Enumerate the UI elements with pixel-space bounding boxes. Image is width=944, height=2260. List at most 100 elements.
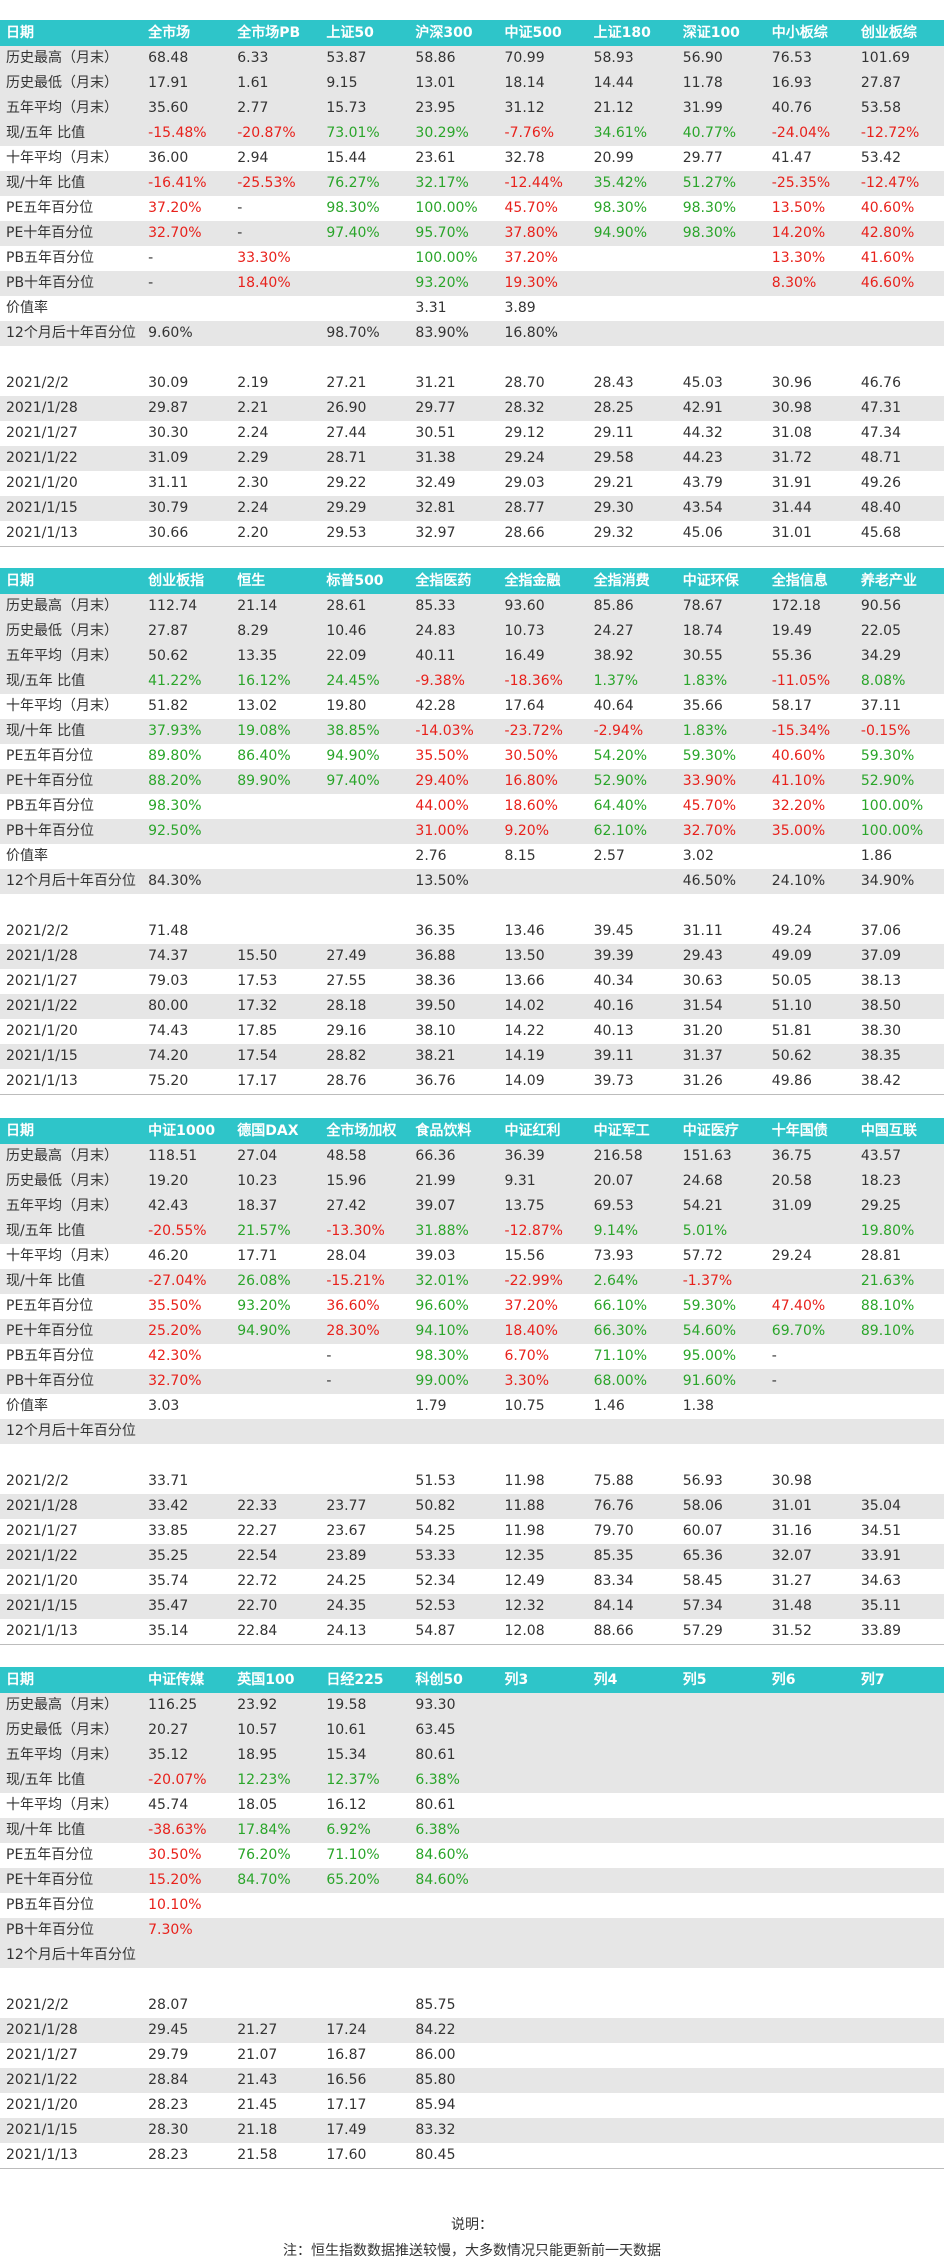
spacer-row [0, 894, 944, 919]
table-cell: 74.37 [142, 944, 232, 969]
table-cell: 51.27% [676, 171, 766, 196]
table-row: 2021/1/28 74.37 15.50 27.49 36.88 13.50 39.39 2… [0, 944, 944, 969]
table-cell: - [231, 221, 321, 246]
table-cell [498, 2068, 588, 2093]
table-cell [231, 1968, 320, 1993]
table-cell: 14.19 [498, 1044, 588, 1069]
table-cell: 29.25 [854, 1194, 944, 1219]
table-cell [587, 1768, 677, 1793]
table-cell [499, 1793, 588, 1818]
table-cell: 37.80% [498, 221, 588, 246]
table-cell: 2.19 [237, 375, 269, 391]
row-label: PE五年百分位 [6, 200, 94, 216]
table-cell [498, 1743, 588, 1768]
table-cell: 18.74 [676, 619, 766, 644]
spacer-row [0, 346, 944, 371]
row-label: 2021/2/2 [6, 1997, 69, 2013]
table-cell [142, 1444, 231, 1469]
table-cell [498, 1818, 588, 1843]
table-cell: 31.48 [765, 1594, 855, 1619]
table-cell [855, 1843, 944, 1868]
table-cell: 24.68 [676, 1169, 766, 1194]
row-label: 历史最低（月末） [0, 619, 143, 644]
table-cell: -12.72% [854, 121, 944, 146]
table-cell: 31.11 [148, 475, 189, 491]
table-cell: 22.72 [237, 1573, 278, 1589]
table-cell: 57.34 [676, 1594, 766, 1619]
column-header: 全指信息 [765, 568, 855, 594]
row-label: 2021/1/20 [6, 1573, 78, 1589]
table-cell: 46.50% [676, 869, 766, 894]
row-label: PB十年百分位 [0, 819, 143, 844]
column-header: 中证军工 [587, 1118, 677, 1144]
table-cell: 80.45 [409, 2143, 499, 2169]
table-row: 历史最高（月末） 112.74 21.14 28.61 85.33 93.60 85.86 7… [0, 594, 944, 619]
table-cell [231, 844, 320, 869]
table-cell: 31.08 [771, 425, 812, 441]
table-cell [765, 2018, 855, 2043]
table-cell: 31.99 [676, 96, 766, 121]
table-cell: 76.27% [320, 171, 410, 196]
table-row: PE五年百分位 35.50% 93.20% 36.60% 96.60% 37.20% 66.… [0, 1294, 944, 1319]
row-label: 现/十年 比值 [0, 1269, 143, 1294]
row-label: PE十年百分位 [0, 1868, 143, 1893]
table-cell: 26.90 [320, 396, 410, 421]
table-row: 现/十年 比值 -38.63% 17.84% 6.92% 6.38% [0, 1818, 944, 1843]
table-cell [587, 1419, 677, 1444]
table-cell: 16.87 [326, 2047, 367, 2063]
table-cell: 24.10% [765, 869, 855, 894]
table-cell: 13.50% [771, 200, 826, 216]
table-cell: 13.66 [504, 973, 545, 989]
table-cell: 54.25 [415, 1523, 456, 1539]
row-label: 历史最高（月末） [0, 1693, 143, 1718]
table-cell [499, 346, 588, 371]
table-cell: 2.24 [237, 425, 269, 441]
table-cell: 24.35 [320, 1594, 410, 1619]
table-cell [855, 1793, 944, 1818]
row-label: 现/十年 比值 [0, 719, 143, 744]
table-cell: 89.10% [854, 1319, 944, 1344]
table-cell [854, 1718, 944, 1743]
table-cell: 14.44 [587, 71, 677, 96]
table-cell [765, 1868, 855, 1893]
table-cell: 69.53 [587, 1194, 677, 1219]
table-row: PB五年百分位 98.30% 44.00% 18.60% 64.40% 45.70% 32.… [0, 794, 944, 819]
table-cell: 15.34 [320, 1743, 410, 1768]
table-cell: - [765, 1369, 855, 1394]
table-row: 2021/1/20 28.23 21.45 17.17 85.94 [0, 2093, 944, 2118]
table-cell [854, 1918, 944, 1943]
table-cell: 51.53 [415, 1473, 456, 1489]
table-cell: 85.86 [587, 594, 677, 619]
table-cell [231, 869, 321, 894]
table-cell [320, 844, 409, 869]
table-cell: 19.58 [320, 1693, 410, 1718]
notes-line: 注：恒生指数数据推送较慢，大多数情况只能更新前一天数据 [283, 2243, 661, 2259]
table-cell: 35.25 [142, 1544, 232, 1569]
table-cell [320, 346, 409, 371]
table-cell: 39.07 [409, 1194, 499, 1219]
table-cell: 38.10 [415, 1023, 456, 1039]
row-label: PB五年百分位 [6, 250, 95, 266]
table-cell: 36.75 [765, 1144, 855, 1169]
table-cell: 100.00% [854, 819, 944, 844]
table-cell [677, 1893, 766, 1918]
table-cell: 50.82 [409, 1494, 499, 1519]
table-cell: 76.20% [237, 1847, 291, 1863]
table-cell: 17.17 [326, 2097, 367, 2113]
table-row: PE十年百分位 32.70% -97.40% 95.70% 37.80% 94.90% 98… [0, 221, 944, 246]
table-row: 现/五年 比值 -15.48% -20.87% 73.01% 30.29% -7.76% 3… [0, 121, 944, 146]
row-label: 2021/1/22 [0, 2068, 143, 2093]
table-row: 五年平均（月末） 42.43 18.37 27.42 39.07 13.75 69.53 54… [0, 1194, 944, 1219]
table-cell [498, 1693, 588, 1718]
table-cell: 21.99 [409, 1169, 499, 1194]
table-cell [320, 1943, 410, 1968]
table-cell: 32.78 [504, 150, 545, 166]
table-cell: 112.74 [142, 594, 232, 619]
table-cell: 37.11 [860, 698, 901, 714]
table-cell: 40.77% [676, 121, 766, 146]
table-cell: 19.80% [854, 1219, 944, 1244]
table-row: 价值率 3.03 1.79 10.75 1.46 1.38 [0, 1394, 944, 1419]
table-cell: 34.29 [854, 644, 944, 669]
table-cell [498, 1918, 588, 1943]
table-cell: 9.15 [320, 71, 410, 96]
